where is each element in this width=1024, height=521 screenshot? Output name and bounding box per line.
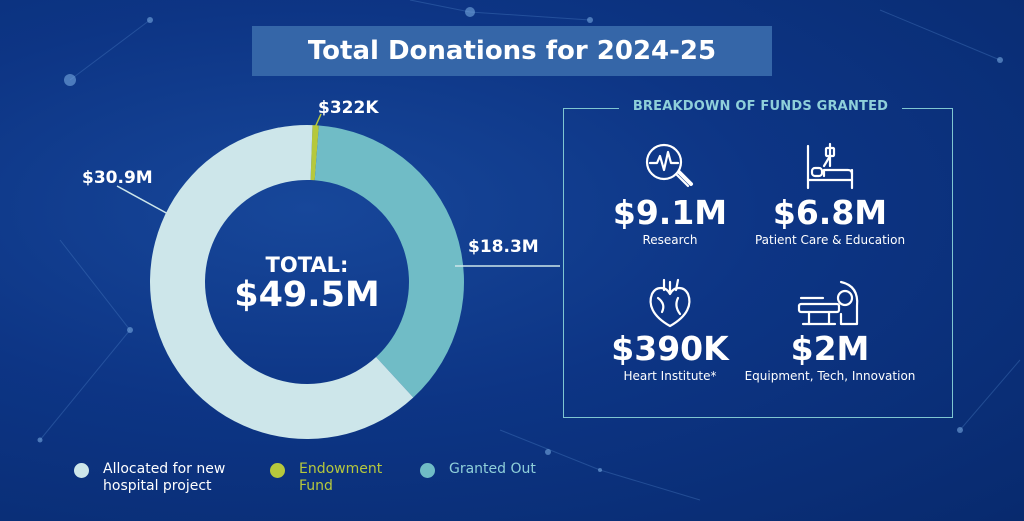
page-title: Total Donations for 2024-25 bbox=[307, 36, 717, 66]
panel-border-top-right bbox=[902, 108, 953, 109]
slice-label-allocated: $30.9M bbox=[82, 168, 153, 188]
heart-institute-caption: Heart Institute* bbox=[623, 369, 717, 383]
legend-label-allocated: Allocated for new hospital project bbox=[103, 461, 226, 494]
research-value: $9.1M bbox=[612, 193, 728, 232]
breakdown-item-research: $9.1M Research bbox=[575, 140, 765, 247]
slice-label-granted: $18.3M bbox=[468, 237, 539, 257]
medical-scanner-icon bbox=[735, 276, 925, 330]
title-banner: Total Donations for 2024-25 bbox=[252, 26, 772, 76]
patient-care-caption: Patient Care & Education bbox=[754, 233, 906, 247]
legend-label-endowment: Endowment Fund bbox=[299, 461, 383, 494]
magnifier-heartbeat-icon bbox=[575, 140, 765, 194]
donut-slice-allocated bbox=[150, 124, 414, 440]
heart-icon bbox=[575, 276, 765, 330]
center-label: TOTAL: bbox=[266, 253, 349, 277]
breakdown-item-equipment: $2M Equipment, Tech, Innovation bbox=[735, 276, 925, 383]
center-value: $49.5M bbox=[234, 275, 380, 315]
leader-line-allocated bbox=[116, 185, 171, 216]
equipment-value: $2M bbox=[790, 329, 870, 368]
legend-label-granted: Granted Out bbox=[449, 461, 536, 477]
donut-slice-endowment bbox=[310, 125, 319, 181]
hospital-bed-icon bbox=[735, 140, 925, 194]
legend-item-allocated: Allocated for new hospital project bbox=[74, 461, 254, 495]
donut-chart: TOTAL: $49.5M bbox=[116, 113, 560, 440]
legend-swatch-endowment bbox=[270, 463, 285, 478]
donut-slice-granted bbox=[314, 125, 465, 398]
patient-care-value: $6.8M bbox=[772, 193, 888, 232]
breakdown-panel bbox=[563, 108, 953, 418]
legend-item-granted: Granted Out bbox=[420, 461, 580, 478]
legend-swatch-granted bbox=[420, 463, 435, 478]
heart-institute-value: $390K bbox=[611, 329, 729, 368]
breakdown-item-heart-institute: $390K Heart Institute* bbox=[575, 276, 765, 383]
breakdown-title: BREAKDOWN OF FUNDS GRANTED bbox=[632, 99, 889, 114]
research-caption: Research bbox=[642, 233, 698, 247]
panel-border-top-left bbox=[563, 108, 619, 109]
slice-label-endowment: $322K bbox=[318, 98, 379, 118]
leader-line-endowment bbox=[312, 113, 322, 133]
breakdown-item-patient-care: $6.8M Patient Care & Education bbox=[735, 140, 925, 247]
equipment-caption: Equipment, Tech, Innovation bbox=[744, 369, 916, 383]
legend-item-endowment: Endowment Fund bbox=[270, 461, 400, 495]
legend-swatch-allocated bbox=[74, 463, 89, 478]
